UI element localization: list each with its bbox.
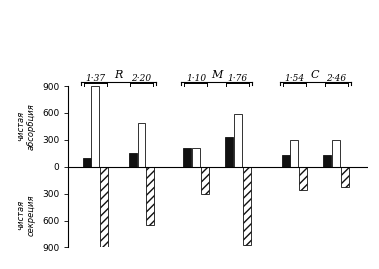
Bar [100, 167, 108, 247]
Text: 2·46: 2·46 [326, 74, 346, 83]
Text: 1·10: 1·10 [186, 74, 206, 83]
Bar [243, 167, 251, 245]
Bar [290, 140, 298, 167]
Bar [234, 114, 242, 167]
Bar [192, 147, 200, 167]
Text: 1·76: 1·76 [228, 74, 248, 83]
Bar [183, 147, 191, 167]
Bar [91, 86, 99, 167]
Text: C: C [311, 70, 319, 80]
Bar [341, 167, 349, 186]
Bar [201, 167, 209, 194]
Text: 2·20: 2·20 [132, 74, 152, 83]
Text: 1·37: 1·37 [85, 74, 105, 83]
Text: чистая
секреция: чистая секреция [17, 194, 36, 236]
Bar [129, 153, 137, 167]
Text: 1·54: 1·54 [284, 74, 304, 83]
Text: чистая
абсорбция: чистая абсорбция [17, 103, 36, 150]
Bar [138, 123, 146, 167]
Text: M: M [211, 70, 222, 80]
Bar [146, 167, 154, 225]
Bar [299, 167, 307, 190]
Bar [225, 137, 233, 167]
Bar [323, 155, 331, 167]
Bar [282, 155, 290, 167]
Bar [83, 158, 91, 167]
Bar [332, 140, 340, 167]
Text: R: R [114, 70, 123, 80]
